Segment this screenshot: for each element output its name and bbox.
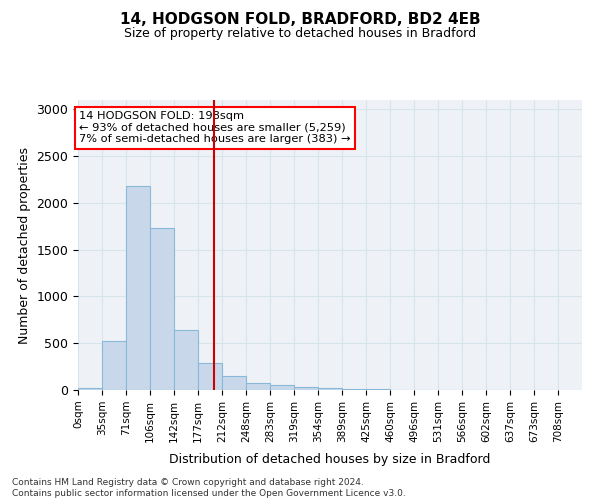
Bar [78,388,102,390]
Text: Contains HM Land Registry data © Crown copyright and database right 2024.
Contai: Contains HM Land Registry data © Crown c… [12,478,406,498]
Bar [294,387,318,390]
Bar [198,363,222,390]
Text: 14, HODGSON FOLD, BRADFORD, BD2 4EB: 14, HODGSON FOLD, BRADFORD, BD2 4EB [119,12,481,28]
Bar [246,382,270,390]
Bar [126,186,150,390]
Bar [222,376,246,390]
Bar [174,330,198,390]
Bar [102,342,126,390]
Text: 14 HODGSON FOLD: 198sqm
← 93% of detached houses are smaller (5,259)
7% of semi-: 14 HODGSON FOLD: 198sqm ← 93% of detache… [79,111,351,144]
Y-axis label: Number of detached properties: Number of detached properties [18,146,31,344]
X-axis label: Distribution of detached houses by size in Bradford: Distribution of detached houses by size … [169,453,491,466]
Bar [366,389,390,390]
Bar [150,228,174,390]
Bar [270,386,294,390]
Text: Size of property relative to detached houses in Bradford: Size of property relative to detached ho… [124,28,476,40]
Bar [342,388,366,390]
Bar [318,388,342,390]
